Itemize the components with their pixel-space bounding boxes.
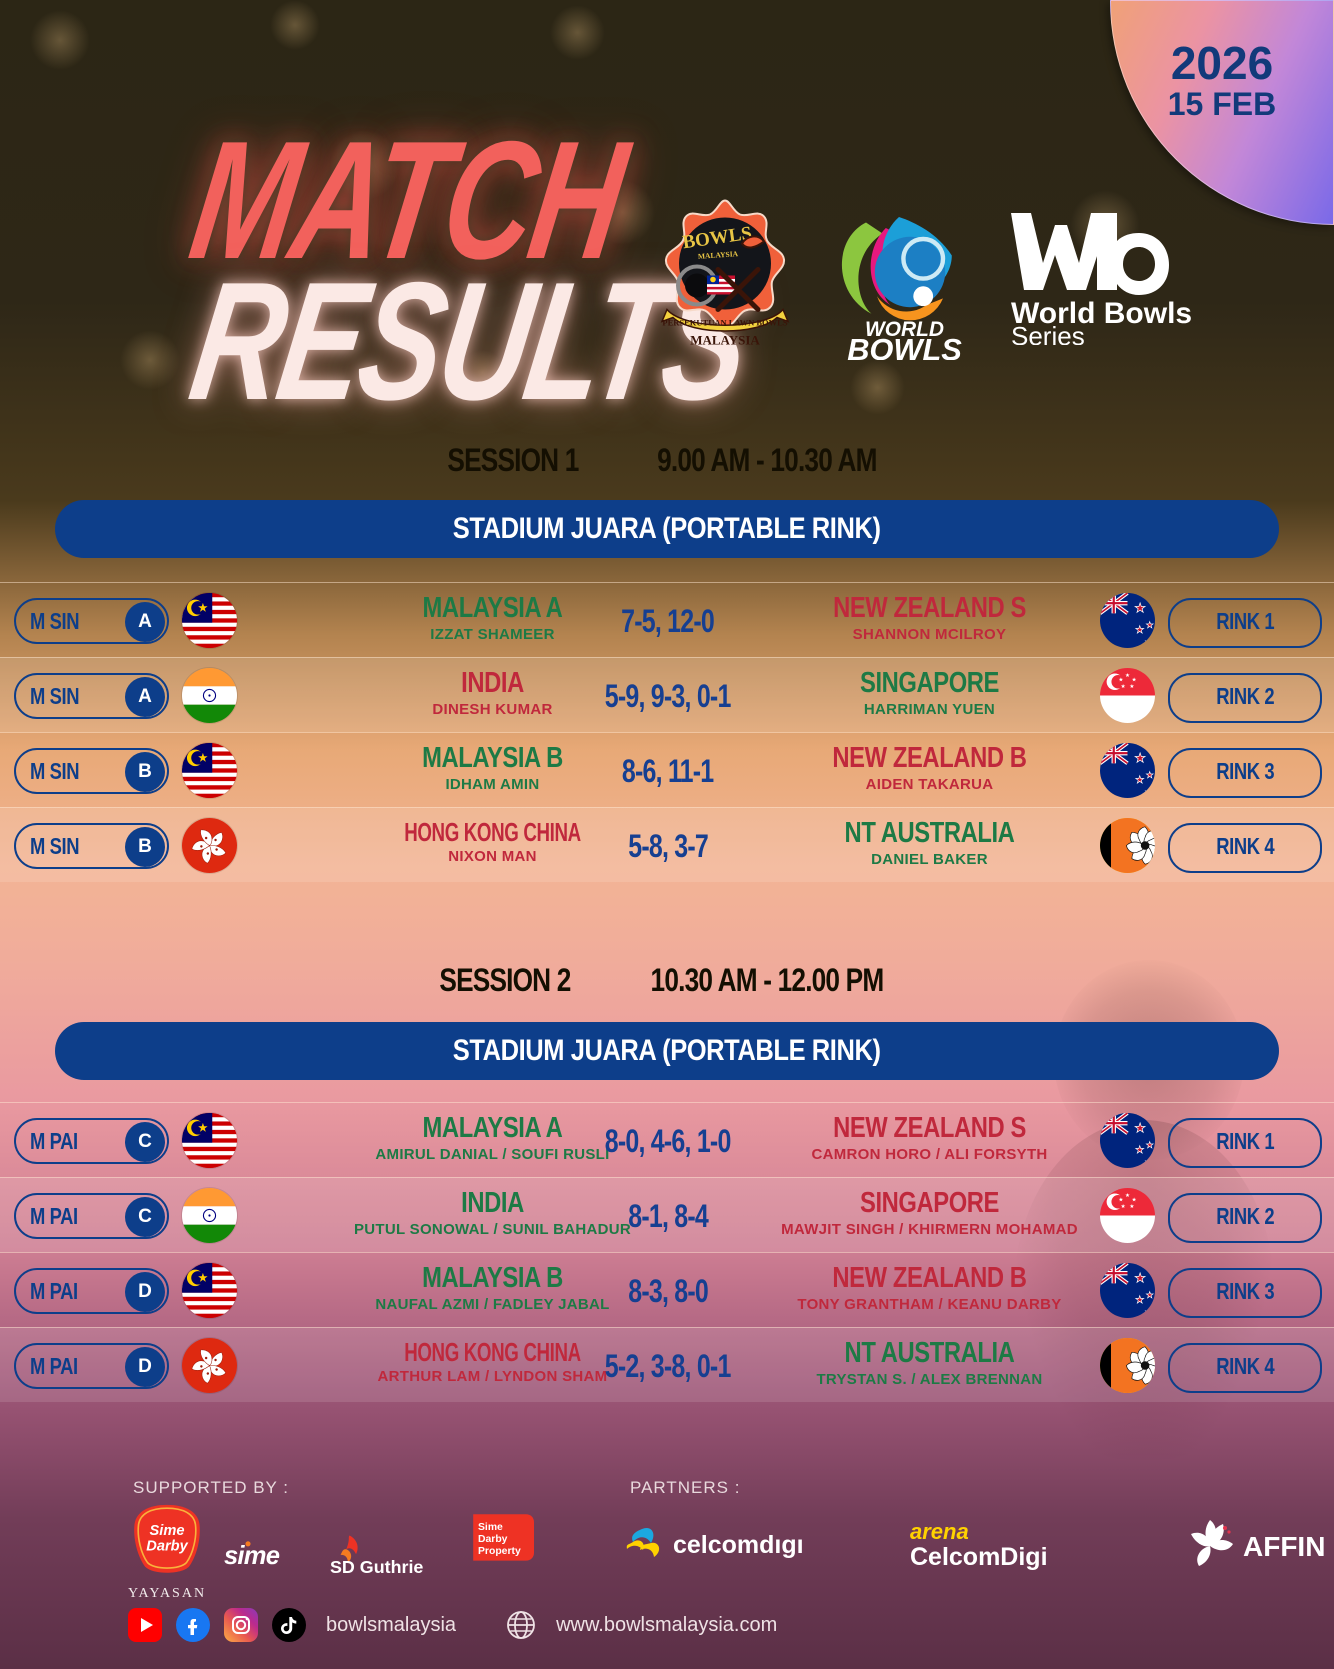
svg-text:AFFIN: AFFIN bbox=[1243, 1531, 1325, 1562]
svg-text:arena: arena bbox=[910, 1519, 969, 1544]
svg-text:Darby: Darby bbox=[478, 1534, 508, 1545]
svg-text:Sime: Sime bbox=[478, 1522, 503, 1533]
svg-text:celcomdıgı: celcomdıgı bbox=[673, 1531, 804, 1559]
svg-text:Sime: Sime bbox=[150, 1523, 185, 1539]
svg-text:MALAYSIA: MALAYSIA bbox=[690, 333, 760, 348]
svg-text:SD Guthrie: SD Guthrie bbox=[330, 1557, 423, 1577]
svg-text:CelcomDigi: CelcomDigi bbox=[910, 1543, 1048, 1571]
svg-text:Darby: Darby bbox=[146, 1538, 188, 1554]
svg-text:Series: Series bbox=[1011, 321, 1085, 345]
svg-text:Property: Property bbox=[478, 1546, 521, 1557]
svg-text:BOWLS: BOWLS bbox=[847, 332, 962, 360]
svg-text:sime: sime bbox=[224, 1542, 280, 1570]
svg-text:PERSEKUTUAN LAWN BOWLS: PERSEKUTUAN LAWN BOWLS bbox=[662, 318, 787, 328]
